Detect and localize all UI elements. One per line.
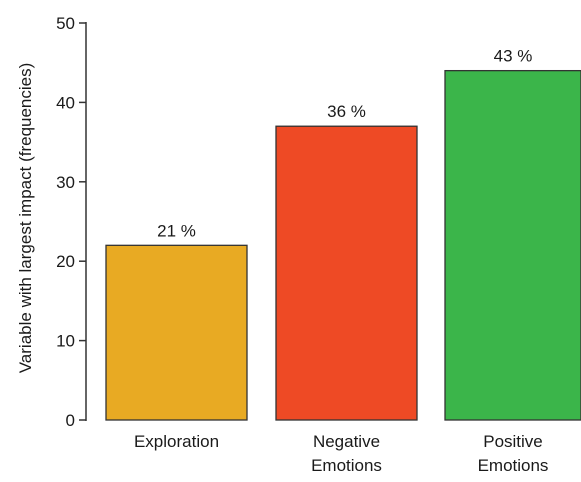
y-tick-label: 20 xyxy=(56,252,75,271)
bar-data-label: 21 % xyxy=(157,221,196,240)
bar-data-label: 36 % xyxy=(327,102,366,121)
bar xyxy=(275,125,418,421)
bar xyxy=(444,69,581,421)
y-tick-label: 10 xyxy=(56,332,75,351)
bars xyxy=(105,69,581,421)
x-category-label: Exploration xyxy=(134,432,219,451)
y-axis-label: Variable with largest impact (frequencie… xyxy=(16,63,35,374)
bar-data-label: 43 % xyxy=(494,47,533,66)
y-axis: 0 10 20 30 40 50 xyxy=(56,14,87,430)
x-axis-categories: Exploration Negative Emotions Positive Emoti… xyxy=(134,432,548,475)
y-tick-label: 50 xyxy=(56,14,75,33)
x-category-label: Emotions xyxy=(478,456,549,475)
x-category-label: Positive xyxy=(483,432,543,451)
bar xyxy=(105,244,248,421)
x-category-label: Negative xyxy=(313,432,380,451)
y-tick-label: 30 xyxy=(56,173,75,192)
y-tick-label: 40 xyxy=(56,93,75,112)
data-labels: 21 % 36 % 43 % xyxy=(157,47,532,241)
y-tick-label: 0 xyxy=(66,411,75,430)
x-category-label: Emotions xyxy=(311,456,382,475)
